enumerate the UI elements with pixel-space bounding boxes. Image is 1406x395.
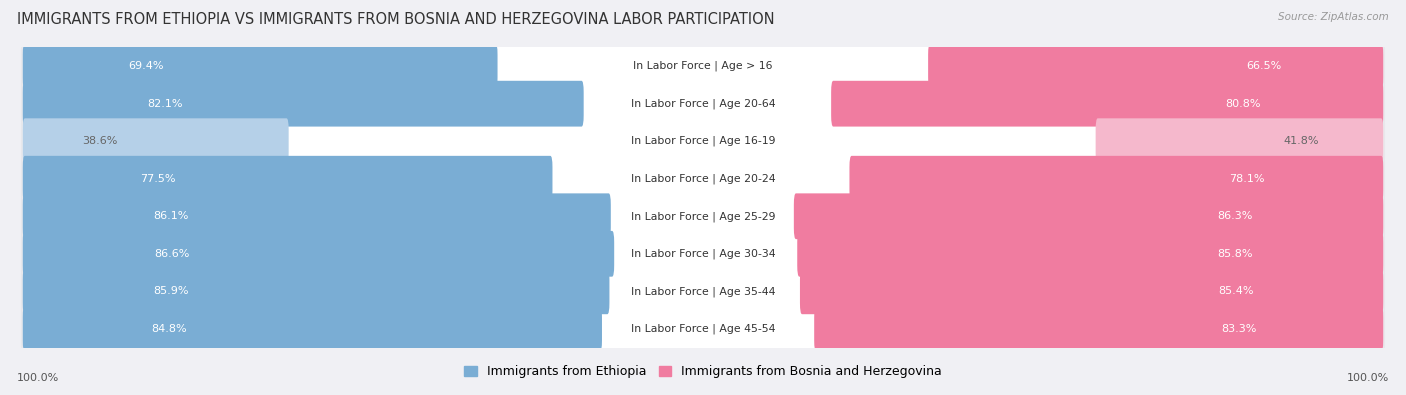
Text: 38.6%: 38.6% (83, 136, 118, 146)
FancyBboxPatch shape (849, 156, 1384, 201)
Text: 83.3%: 83.3% (1222, 324, 1257, 334)
Text: In Labor Force | Age 20-24: In Labor Force | Age 20-24 (631, 173, 775, 184)
FancyBboxPatch shape (22, 231, 1384, 276)
Text: 85.9%: 85.9% (153, 286, 188, 296)
FancyBboxPatch shape (22, 194, 610, 239)
Text: 86.1%: 86.1% (153, 211, 188, 221)
FancyBboxPatch shape (22, 306, 602, 352)
Text: Source: ZipAtlas.com: Source: ZipAtlas.com (1278, 12, 1389, 22)
FancyBboxPatch shape (22, 118, 1384, 164)
FancyBboxPatch shape (22, 43, 498, 89)
Text: 100.0%: 100.0% (17, 373, 59, 383)
FancyBboxPatch shape (928, 43, 1384, 89)
Text: 77.5%: 77.5% (141, 174, 176, 184)
FancyBboxPatch shape (794, 194, 1384, 239)
Text: 80.8%: 80.8% (1225, 99, 1261, 109)
FancyBboxPatch shape (22, 231, 614, 276)
FancyBboxPatch shape (22, 269, 609, 314)
FancyBboxPatch shape (21, 220, 1385, 287)
FancyBboxPatch shape (21, 258, 1385, 325)
FancyBboxPatch shape (22, 81, 583, 126)
Text: In Labor Force | Age 35-44: In Labor Force | Age 35-44 (631, 286, 775, 297)
FancyBboxPatch shape (21, 108, 1385, 175)
Text: 85.8%: 85.8% (1218, 249, 1253, 259)
FancyBboxPatch shape (21, 183, 1385, 250)
FancyBboxPatch shape (814, 306, 1384, 352)
Text: In Labor Force | Age 30-34: In Labor Force | Age 30-34 (631, 248, 775, 259)
Text: 100.0%: 100.0% (1347, 373, 1389, 383)
FancyBboxPatch shape (22, 43, 1384, 89)
Text: In Labor Force | Age 16-19: In Labor Force | Age 16-19 (631, 136, 775, 147)
Text: In Labor Force | Age > 16: In Labor Force | Age > 16 (633, 61, 773, 71)
FancyBboxPatch shape (22, 194, 1384, 239)
FancyBboxPatch shape (22, 306, 1384, 352)
Text: In Labor Force | Age 45-54: In Labor Force | Age 45-54 (631, 324, 775, 334)
Text: 78.1%: 78.1% (1229, 174, 1264, 184)
FancyBboxPatch shape (21, 295, 1385, 362)
FancyBboxPatch shape (800, 269, 1384, 314)
Text: 82.1%: 82.1% (148, 99, 183, 109)
FancyBboxPatch shape (22, 156, 1384, 201)
Text: 84.8%: 84.8% (152, 324, 187, 334)
Text: In Labor Force | Age 25-29: In Labor Force | Age 25-29 (631, 211, 775, 222)
Text: In Labor Force | Age 20-64: In Labor Force | Age 20-64 (631, 98, 775, 109)
FancyBboxPatch shape (1095, 118, 1384, 164)
Text: 41.8%: 41.8% (1284, 136, 1319, 146)
Text: 86.6%: 86.6% (155, 249, 190, 259)
FancyBboxPatch shape (22, 118, 288, 164)
Text: 86.3%: 86.3% (1218, 211, 1253, 221)
FancyBboxPatch shape (22, 269, 1384, 314)
Text: 85.4%: 85.4% (1218, 286, 1254, 296)
FancyBboxPatch shape (21, 70, 1385, 137)
FancyBboxPatch shape (22, 81, 1384, 126)
FancyBboxPatch shape (797, 231, 1384, 276)
FancyBboxPatch shape (21, 145, 1385, 212)
FancyBboxPatch shape (22, 156, 553, 201)
Text: 66.5%: 66.5% (1247, 61, 1282, 71)
FancyBboxPatch shape (831, 81, 1384, 126)
Text: IMMIGRANTS FROM ETHIOPIA VS IMMIGRANTS FROM BOSNIA AND HERZEGOVINA LABOR PARTICI: IMMIGRANTS FROM ETHIOPIA VS IMMIGRANTS F… (17, 12, 775, 27)
Text: 69.4%: 69.4% (128, 61, 165, 71)
FancyBboxPatch shape (21, 33, 1385, 100)
Legend: Immigrants from Ethiopia, Immigrants from Bosnia and Herzegovina: Immigrants from Ethiopia, Immigrants fro… (460, 360, 946, 384)
